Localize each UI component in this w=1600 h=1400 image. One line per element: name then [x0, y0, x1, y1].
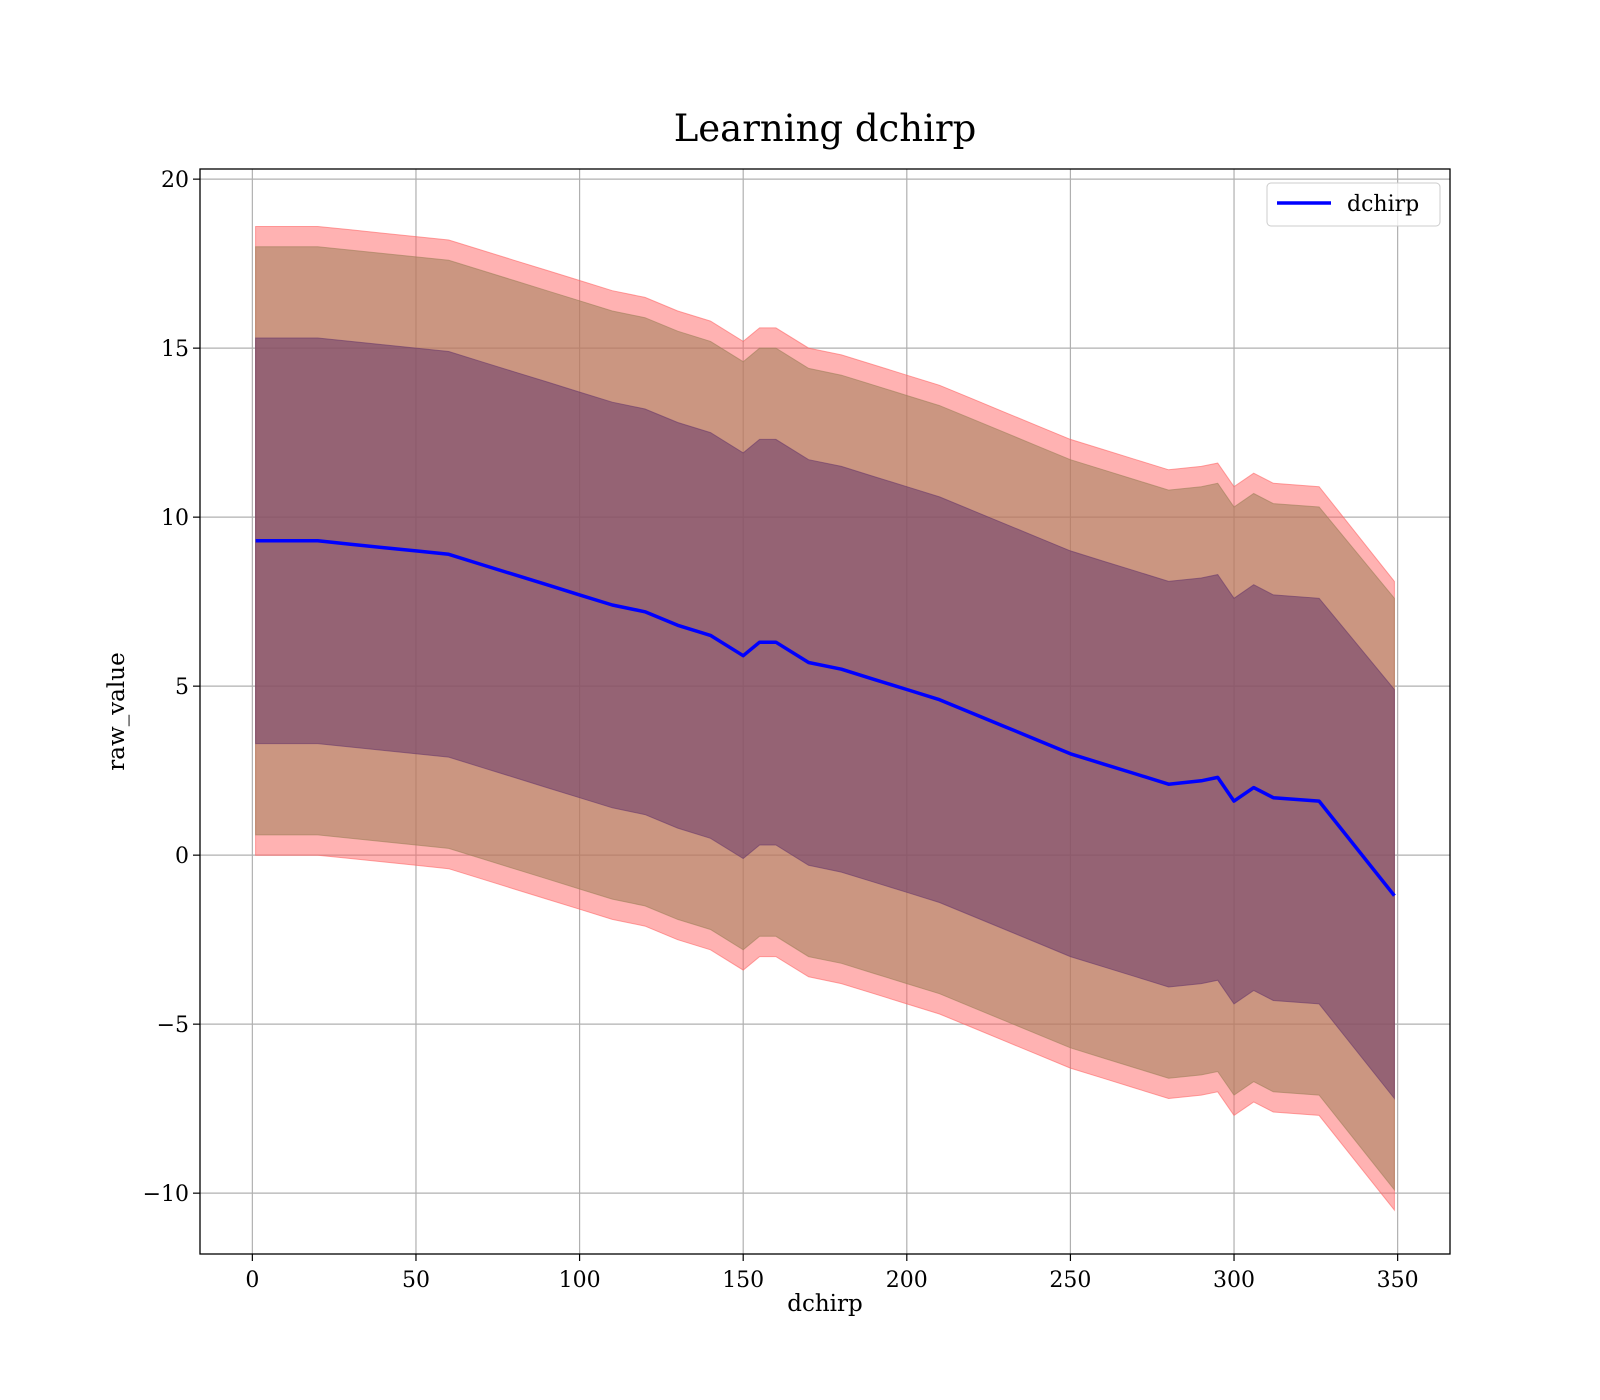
x-axis-label: dchirp	[787, 1291, 863, 1317]
y-tick-label: 20	[161, 168, 189, 193]
y-tick-label: −5	[157, 1013, 189, 1038]
x-tick-label: 50	[402, 1268, 430, 1293]
x-tick-label: 250	[1049, 1268, 1091, 1293]
legend-entry-dchirp: dchirp	[1347, 192, 1419, 217]
chart-title: Learning dchirp	[674, 107, 977, 150]
y-tick-label: 0	[175, 844, 189, 869]
confidence-bands	[255, 226, 1395, 1212]
plot-frame	[199, 168, 1451, 1255]
series-line-dchirp	[255, 539, 1396, 897]
band-area-2	[255, 337, 1395, 1100]
x-tick-label: 0	[245, 1268, 259, 1293]
legend-box	[1266, 182, 1441, 227]
y-tick-label: 15	[161, 337, 189, 362]
x-tick-label: 150	[722, 1268, 764, 1293]
axis-ticks: 0 50 100 150 200 250 300 350 −10 −5 0 5 10 15 20	[143, 168, 1419, 1293]
y-tick-label: 5	[175, 675, 189, 700]
y-tick-label: −10	[143, 1182, 189, 1207]
x-tick-label: 350	[1377, 1268, 1419, 1293]
x-tick-label: 100	[559, 1268, 601, 1293]
legend: dchirp	[1266, 182, 1441, 227]
series-lines	[255, 539, 1396, 897]
x-tick-label: 200	[886, 1268, 928, 1293]
y-axis-label: raw_value	[104, 652, 130, 770]
x-tick-label: 300	[1213, 1268, 1255, 1293]
y-tick-label: 10	[161, 506, 189, 531]
